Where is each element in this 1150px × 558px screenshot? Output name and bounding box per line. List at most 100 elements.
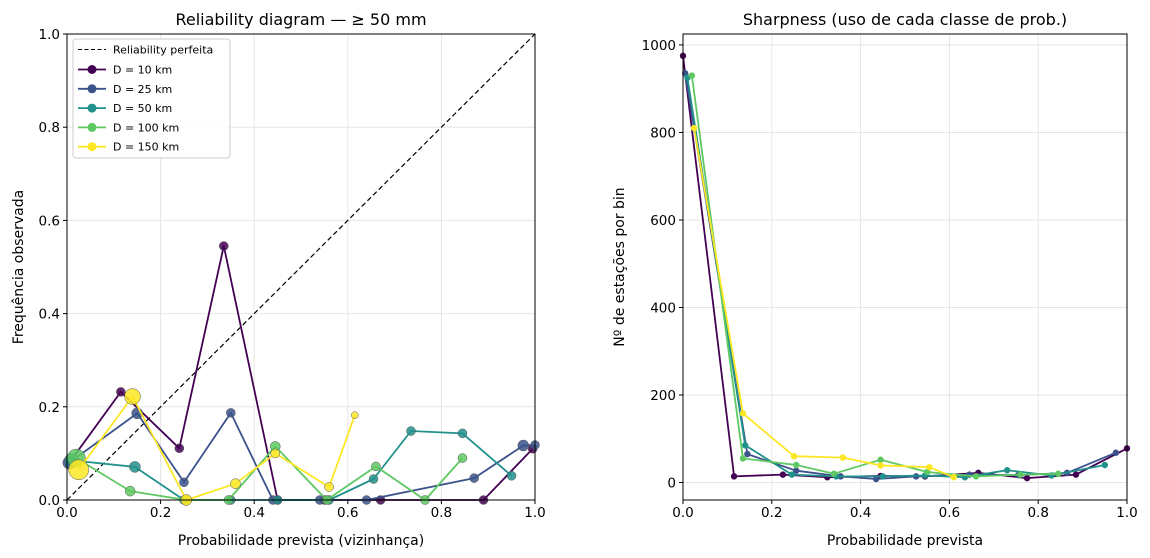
data-point	[230, 478, 241, 489]
sharpness-grid	[682, 34, 1128, 500]
sharpness-title: Sharpness (uso de cada classe de prob.)	[743, 10, 1067, 29]
data-point	[179, 477, 189, 488]
legend-box	[72, 38, 231, 159]
legend-label: D = 100 km	[113, 121, 179, 134]
y-tick-label: 0.4	[39, 307, 60, 323]
sharpness-plot-frame	[682, 33, 1128, 501]
y-tick-label: 0.6	[39, 213, 60, 229]
data-point	[351, 411, 359, 419]
data-point	[1017, 471, 1024, 478]
data-point	[972, 473, 980, 480]
data-point	[457, 453, 468, 463]
data-point	[793, 461, 800, 469]
reliability-series	[62, 241, 540, 506]
reliability-plot-frame	[66, 33, 536, 501]
data-point	[839, 454, 847, 461]
data-point	[926, 463, 933, 471]
data-point	[124, 485, 136, 497]
reliability-title: Reliability diagram — ≥ 50 mm	[175, 10, 426, 29]
data-point	[788, 471, 795, 478]
data-point	[324, 482, 334, 492]
sharpness-series	[679, 52, 1131, 483]
series-d-50-km	[684, 74, 1109, 481]
reliability-x-axis-label: Probabilidade prevista (vizinhança)	[178, 533, 424, 549]
data-point	[174, 443, 185, 454]
x-tick-label: 0.0	[56, 505, 77, 521]
data-point	[371, 461, 381, 472]
x-tick-label: 1.0	[1116, 505, 1137, 521]
reliability-ticks: 0.0 0.2 0.4 0.6 0.8 1.0 0.0 0.2 0.4 0.6 0.8 1.0	[39, 27, 546, 521]
data-point	[950, 474, 958, 481]
reliability-perfect-line	[66, 33, 536, 501]
legend-label: D = 10 km	[113, 64, 172, 77]
y-tick-label: 0.2	[39, 400, 60, 416]
data-point	[1023, 474, 1031, 482]
sharpness-y-axis-label: Nº de estações por bin	[612, 187, 628, 346]
data-point	[469, 473, 479, 483]
data-point	[744, 450, 751, 458]
y-tick-label: 0	[667, 475, 676, 491]
data-point	[368, 474, 379, 484]
data-point	[226, 408, 236, 418]
data-point	[406, 426, 416, 436]
legend-swatch-marker	[87, 84, 97, 94]
legend-reference-label: Reliability perfeita	[113, 44, 213, 57]
legend-label: D = 50 km	[113, 102, 172, 115]
legend-swatch-marker	[87, 65, 97, 74]
x-tick-label: 0.4	[243, 505, 264, 521]
data-point	[741, 442, 749, 449]
y-tick-label: 1.0	[39, 27, 60, 43]
data-point	[506, 471, 517, 481]
legend-swatch-marker	[87, 142, 97, 152]
series-line	[693, 127, 955, 479]
data-point	[219, 241, 229, 251]
data-point	[830, 470, 838, 477]
series-d-100-km	[688, 72, 1062, 480]
data-point	[116, 387, 126, 397]
reliability-y-axis-label: Frequência observada	[11, 190, 27, 344]
series-line	[686, 77, 1105, 479]
x-tick-label: 0.6	[939, 505, 960, 521]
data-point	[877, 456, 884, 463]
data-point	[517, 439, 530, 452]
x-tick-label: 1.0	[524, 505, 545, 521]
y-tick-label: 800	[650, 125, 676, 141]
legend-label: D = 25 km	[113, 83, 172, 96]
data-point	[790, 453, 798, 460]
series-line	[682, 55, 1128, 480]
x-tick-label: 0.6	[337, 505, 358, 521]
data-point	[1003, 467, 1011, 474]
legend-swatch-marker	[87, 122, 97, 132]
data-point	[688, 72, 696, 79]
legend-swatch-marker	[87, 103, 97, 113]
x-tick-label: 0.8	[431, 505, 452, 521]
data-point	[730, 473, 738, 480]
y-tick-label: 0.0	[39, 493, 60, 509]
data-point	[1072, 471, 1080, 478]
data-point	[779, 471, 787, 478]
x-tick-label: 0.2	[150, 505, 171, 521]
data-point	[129, 461, 141, 473]
data-point	[739, 455, 747, 462]
data-point	[1112, 449, 1120, 456]
data-point	[124, 388, 141, 405]
data-point	[690, 124, 698, 132]
x-tick-label: 0.8	[1027, 505, 1048, 521]
x-tick-label: 0.4	[850, 505, 871, 521]
y-tick-label: 1000	[642, 38, 676, 54]
reliability-panel: Reliability diagram — ≥ 50 mm 0.0 0.2 0.4 0…	[11, 10, 546, 549]
y-tick-label: 400	[650, 300, 676, 316]
data-point	[1101, 461, 1109, 469]
data-point	[793, 467, 800, 474]
legend-items: D = 10 km D = 25 km D = 50 km D = 100 km D =…	[78, 64, 179, 154]
data-point	[270, 448, 281, 459]
series-d-150-km	[68, 388, 359, 506]
data-point	[68, 459, 89, 480]
sharpness-panel: Sharpness (uso de cada classe de prob.) …	[612, 10, 1138, 549]
reliability-reference-line	[66, 33, 536, 501]
y-tick-label: 600	[650, 213, 676, 229]
legend-label: D = 150 km	[113, 141, 179, 154]
data-point	[879, 473, 886, 480]
legend: Reliability perfeita D = 10 kmD = 25 kmD…	[72, 38, 231, 159]
